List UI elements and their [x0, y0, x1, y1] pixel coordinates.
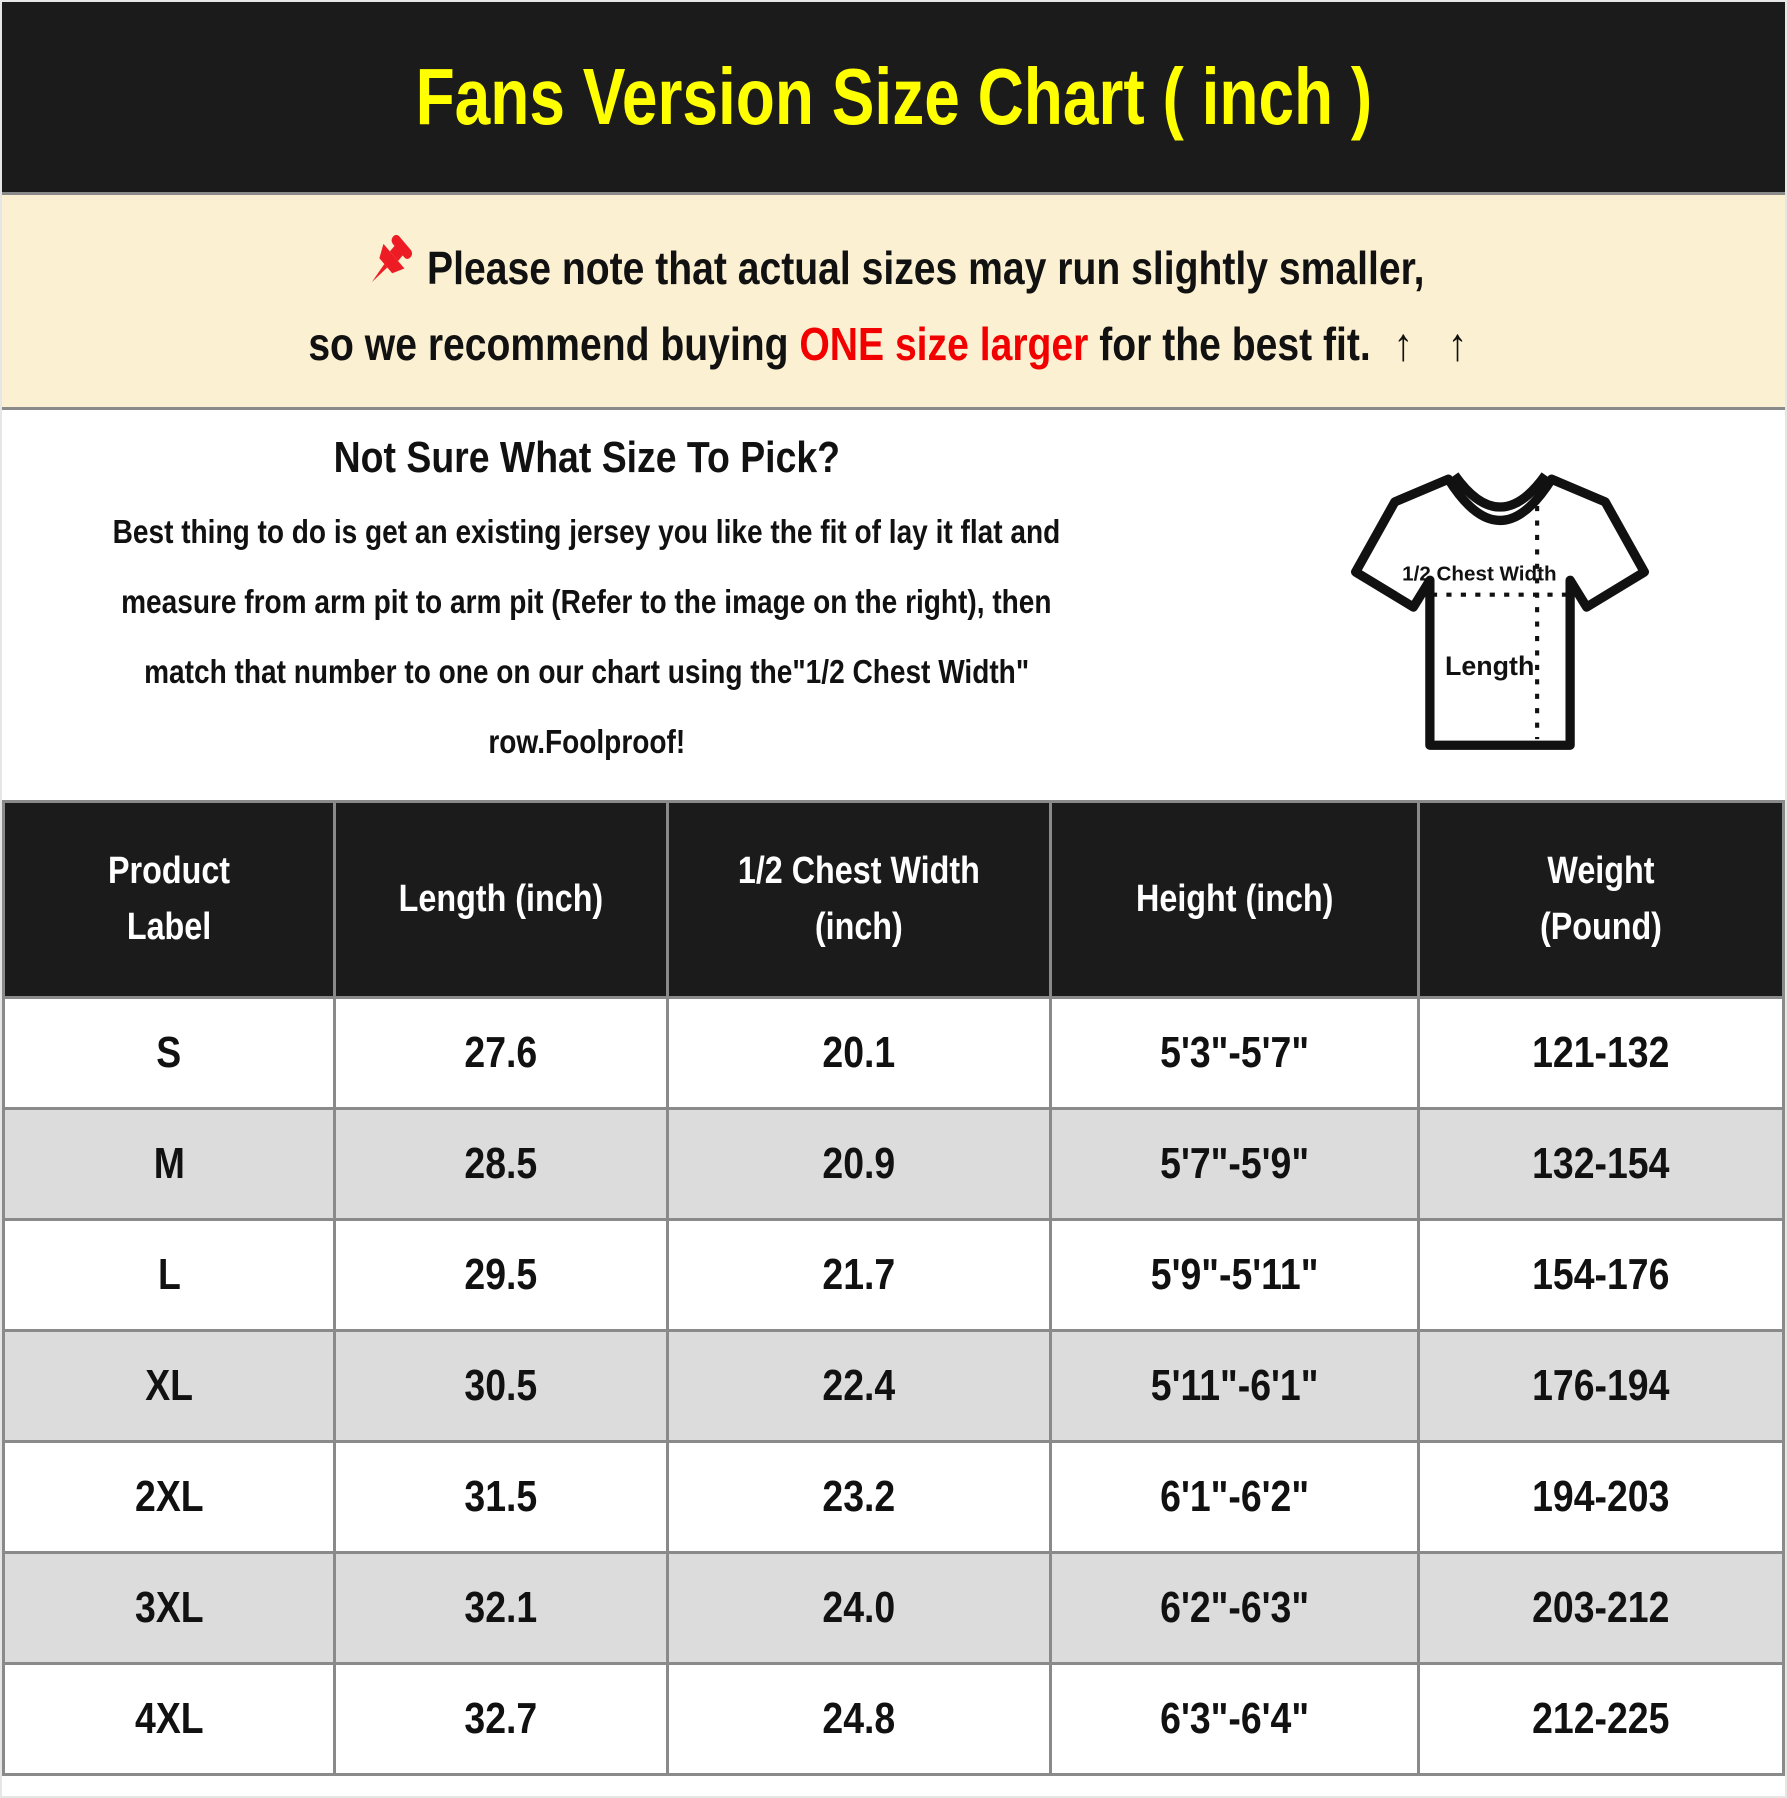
cell-chest-width: 24.0 [665, 1551, 1052, 1665]
guide-body-line: Best thing to do is get an existing jers… [112, 513, 1061, 550]
notice-line2-prefix: so we recommend buying [308, 317, 800, 370]
table-row: 2XL 31.5 23.2 6'1"-6'2" 194-203 [2, 1440, 1785, 1554]
sizing-guide-text: Not Sure What Size To Pick? Best thing t… [8, 433, 1285, 777]
cell-chest-width: 24.8 [665, 1662, 1052, 1776]
cell-length: 27.6 [333, 996, 669, 1110]
table-row: L 29.5 21.7 5'9"-5'11" 154-176 [2, 1218, 1785, 1332]
cell-weight: 154-176 [1417, 1218, 1785, 1332]
table-row: XL 30.5 22.4 5'11"-6'1" 176-194 [2, 1329, 1785, 1443]
cell-weight: 194-203 [1417, 1440, 1785, 1554]
cell-chest-width: 22.4 [665, 1329, 1052, 1443]
notice-line-1: Please note that actual sizes may run sl… [2, 232, 1785, 295]
column-header-length: Length (inch) [333, 800, 669, 999]
section-divider [2, 192, 1785, 195]
cell-size-label: 2XL [2, 1440, 337, 1554]
size-table: Product Label Length (inch) 1/2 Chest Wi… [2, 800, 1785, 1776]
cell-chest-width: 23.2 [665, 1440, 1052, 1554]
cell-weight: 212-225 [1417, 1662, 1785, 1776]
chest-width-label: 1/2 Chest Width [1402, 562, 1556, 585]
column-header-chest-width: 1/2 Chest Width (inch) [665, 800, 1052, 999]
table-header-row: Product Label Length (inch) 1/2 Chest Wi… [2, 800, 1785, 999]
guide-body-line: match that number to one on our chart us… [143, 653, 1030, 690]
cell-weight: 121-132 [1417, 996, 1785, 1110]
sizing-guide-section: Not Sure What Size To Pick? Best thing t… [2, 410, 1785, 800]
table-row: S 27.6 20.1 5'3"-5'7" 121-132 [2, 996, 1785, 1110]
notice-highlight: ONE size larger [799, 317, 1089, 370]
tshirt-diagram-icon: 1/2 Chest Width Length [1350, 472, 1650, 750]
cell-chest-width: 20.1 [665, 996, 1052, 1110]
notice-line2-suffix: for the best fit. [1098, 317, 1371, 370]
cell-size-label: 3XL [2, 1551, 337, 1665]
cell-length: 28.5 [333, 1107, 669, 1221]
cell-size-label: 4XL [2, 1662, 337, 1776]
cell-weight: 176-194 [1417, 1329, 1785, 1443]
page-title: Fans Version Size Chart ( inch ) [415, 52, 1372, 141]
table-row: 3XL 32.1 24.0 6'2"-6'3" 203-212 [2, 1551, 1785, 1665]
cell-height: 5'3"-5'7" [1048, 996, 1421, 1110]
cell-height: 6'1"-6'2" [1048, 1440, 1421, 1554]
section-divider [2, 407, 1785, 410]
column-header-product-label: Product Label [2, 800, 337, 999]
notice-banner: Please note that actual sizes may run sl… [2, 195, 1785, 407]
cell-size-label: L [2, 1218, 337, 1332]
column-header-weight: Weight (Pound) [1417, 800, 1785, 999]
notice-text-line1: Please note that actual sizes may run sl… [427, 241, 1425, 294]
table-row: M 28.5 20.9 5'7"-5'9" 132-154 [2, 1107, 1785, 1221]
length-label: Length [1445, 651, 1534, 681]
cell-height: 5'7"-5'9" [1048, 1107, 1421, 1221]
title-banner: Fans Version Size Chart ( inch ) [2, 2, 1785, 192]
table-row: 4XL 32.7 24.8 6'3"-6'4" 212-225 [2, 1662, 1785, 1776]
cell-chest-width: 20.9 [665, 1107, 1052, 1221]
guide-body-line: measure from arm pit to arm pit (Refer t… [121, 583, 1052, 620]
cell-length: 31.5 [333, 1440, 669, 1554]
cell-weight: 203-212 [1417, 1551, 1785, 1665]
cell-height: 5'9"-5'11" [1048, 1218, 1421, 1332]
cell-length: 29.5 [333, 1218, 669, 1332]
cell-height: 6'3"-6'4" [1048, 1662, 1421, 1776]
cell-chest-width: 21.7 [665, 1218, 1052, 1332]
guide-body-line: row.Foolproof! [488, 723, 685, 760]
cell-height: 5'11"-6'1" [1048, 1329, 1421, 1443]
notice-line-2: so we recommend buying ONE size larger f… [2, 317, 1785, 371]
cell-length: 32.1 [333, 1551, 669, 1665]
cell-length: 32.7 [333, 1662, 669, 1776]
guide-heading: Not Sure What Size To Pick? [333, 433, 840, 482]
cell-length: 30.5 [333, 1329, 669, 1443]
pushpin-icon [372, 234, 413, 282]
cell-size-label: S [2, 996, 337, 1110]
up-arrows-icon: ↑ ↑ [1393, 317, 1479, 370]
cell-size-label: XL [2, 1329, 337, 1443]
cell-weight: 132-154 [1417, 1107, 1785, 1221]
cell-size-label: M [2, 1107, 337, 1221]
tshirt-measure-diagram: 1/2 Chest Width Length [1335, 440, 1665, 770]
cell-height: 6'2"-6'3" [1048, 1551, 1421, 1665]
column-header-height: Height (inch) [1048, 800, 1421, 999]
